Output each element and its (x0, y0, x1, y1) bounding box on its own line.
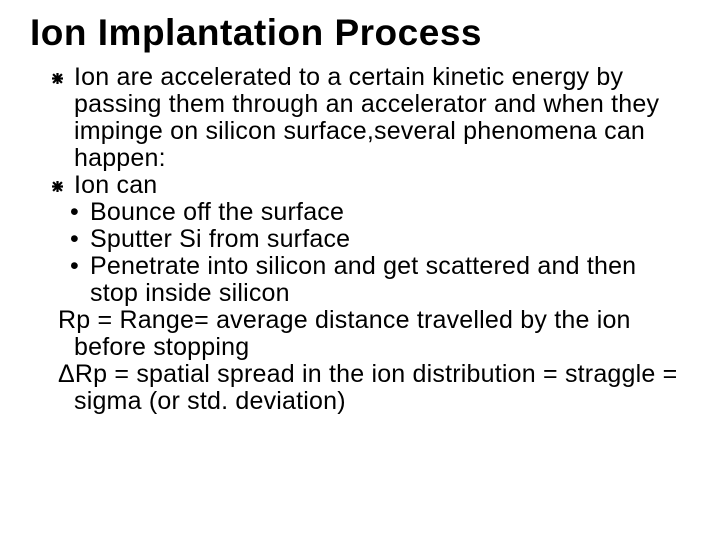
bullet-item: Ion are accelerated to a certain kinetic… (30, 64, 690, 172)
slide: Ion Implantation Process Ion are acceler… (0, 0, 720, 540)
star-bullet-icon (52, 181, 63, 192)
bullet-text: Ion are accelerated to a certain kinetic… (74, 63, 659, 172)
bullet-text: Ion can (74, 171, 157, 199)
sub-bullet-item: Sputter Si from surface (30, 226, 690, 253)
bullet-text: Sputter Si from surface (90, 225, 350, 253)
definition-line: Rp = Range= average distance travelled b… (30, 307, 690, 361)
bullet-text: Bounce off the surface (90, 198, 344, 226)
sub-bullet-item: Penetrate into silicon and get scattered… (30, 253, 690, 307)
slide-body: Ion are accelerated to a certain kinetic… (30, 64, 690, 415)
definition-text: Rp = Range= average distance travelled b… (58, 306, 631, 361)
sub-bullet-item: Bounce off the surface (30, 199, 690, 226)
slide-title: Ion Implantation Process (30, 12, 690, 54)
definition-line: ΔRp = spatial spread in the ion distribu… (30, 361, 690, 415)
bullet-text: Penetrate into silicon and get scattered… (90, 252, 636, 307)
definition-text: ΔRp = spatial spread in the ion distribu… (58, 360, 677, 415)
bullet-item: Ion can (30, 172, 690, 199)
star-bullet-icon (52, 73, 63, 84)
